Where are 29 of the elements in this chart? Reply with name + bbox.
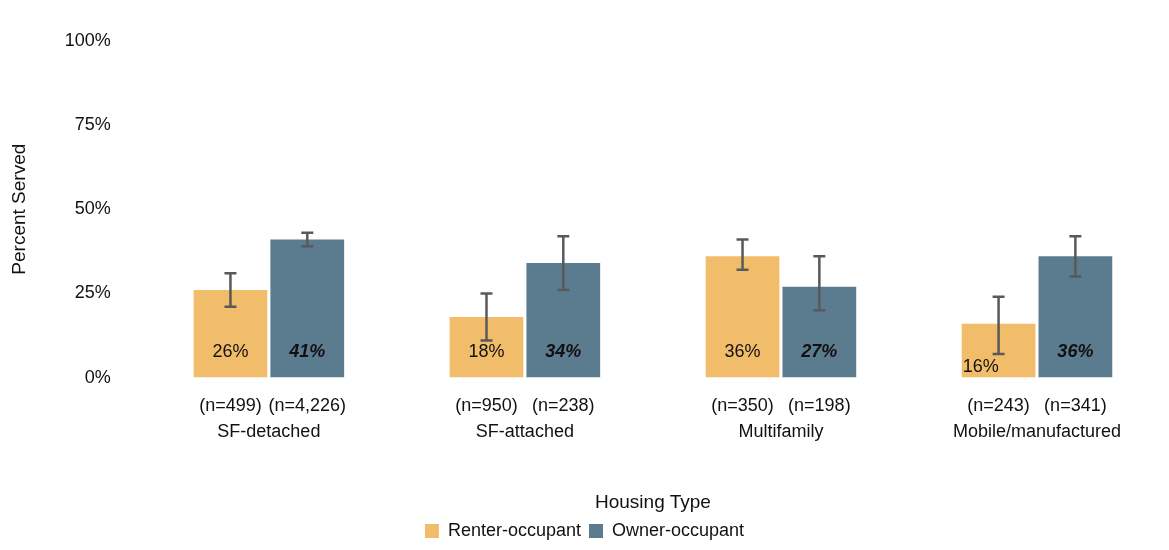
data-label: 16% bbox=[962, 355, 999, 376]
x-tick-label: Mobile/manufactured bbox=[952, 421, 1122, 442]
data-label: 26% bbox=[212, 340, 249, 361]
data-label: 36% bbox=[724, 340, 761, 361]
text: (n=341) bbox=[1044, 394, 1107, 415]
y-tick-label: 75% bbox=[74, 113, 111, 134]
y-tick-label: 100% bbox=[64, 29, 111, 50]
data-label: 34% bbox=[545, 340, 582, 361]
legend-label: Renter-occupant bbox=[447, 519, 582, 540]
y-tick-label: 50% bbox=[74, 198, 111, 219]
text: (n=238) bbox=[532, 394, 595, 415]
x-tick-label: Multifamily bbox=[738, 421, 824, 442]
text: (n=4,226) bbox=[268, 394, 347, 415]
y-tick-label: 0% bbox=[84, 366, 111, 387]
y-tick-label: 25% bbox=[74, 282, 111, 303]
data-label: 36% bbox=[1057, 340, 1094, 361]
data-label: 27% bbox=[800, 340, 838, 361]
x-tick-label: SF-attached bbox=[475, 421, 574, 442]
x-tick-label: SF-detached bbox=[217, 421, 321, 442]
text: (n=499) bbox=[199, 394, 262, 415]
data-label: 41% bbox=[288, 340, 326, 361]
x-axis-title: Housing Type bbox=[595, 490, 711, 512]
text: (n=350) bbox=[711, 394, 774, 415]
text: (n=198) bbox=[788, 394, 851, 415]
data-label: 18% bbox=[468, 340, 505, 361]
y-axis-title: Percent Served bbox=[7, 143, 29, 275]
legend-label: Owner-occupant bbox=[612, 519, 745, 540]
text: (n=243) bbox=[967, 394, 1030, 415]
text: (n=950) bbox=[455, 394, 518, 415]
